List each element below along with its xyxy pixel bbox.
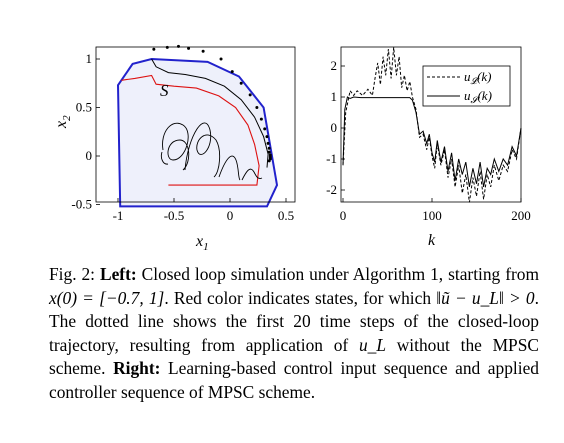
legend-label-u-S: u𝓢(k) (464, 88, 492, 105)
tick-label: -0.5 (71, 197, 92, 212)
tick-label: 0 (331, 120, 338, 135)
caption-text-1: Closed loop simulation under Algorithm 1… (136, 264, 540, 284)
dotted-trajectory-point (267, 146, 271, 150)
dotted-trajectory-point (176, 44, 180, 48)
caption-math-3: u_L (358, 334, 386, 355)
caption-left-label: Left: (99, 264, 137, 284)
dotted-trajectory-point (219, 57, 223, 61)
tick-label: 0.5 (278, 208, 294, 223)
right-x-axis-label: k (428, 232, 436, 249)
dotted-trajectory-point (152, 47, 156, 51)
left-panel: -1 -0.5 0 0.5 -0.5 0 0.5 1 S x1 x2 (53, 44, 296, 253)
caption-text-3: . The dotted line shows the first 20 tim… (49, 287, 539, 355)
series-u-S-line (342, 96, 522, 187)
caption-math-2: ‖ũ − u_L‖ > 0 (436, 287, 535, 308)
tick-label: 1 (86, 51, 93, 66)
dotted-trajectory (152, 44, 272, 163)
figure-label: Fig. 2: (49, 264, 96, 284)
caption-right-label: Right: (113, 358, 161, 379)
tick-label: 0 (340, 208, 347, 223)
caption-math-1: x(0) = [−0.7, 1] (49, 287, 165, 308)
red-trajectory (121, 74, 260, 186)
right-x-ticks: 0 100 200 (340, 198, 531, 223)
legend: u𝓛(k) u𝓢(k) (422, 65, 511, 107)
dotted-trajectory-point (239, 81, 243, 85)
dotted-trajectory-point (265, 135, 269, 139)
tick-label: 0.5 (76, 100, 92, 115)
dotted-trajectory-point (259, 117, 263, 121)
closed-loop-trajectory (151, 58, 269, 168)
dotted-trajectory-point (263, 127, 267, 131)
tick-label: -1 (113, 208, 124, 223)
tick-label: -0.5 (164, 208, 185, 223)
legend-label-u-L: u𝓛(k) (464, 69, 491, 86)
dotted-trajectory-point (267, 150, 271, 154)
dotted-trajectory-point (201, 49, 205, 53)
tick-label: -2 (326, 182, 337, 197)
right-axes-box (340, 46, 522, 203)
tick-label: 0 (86, 148, 93, 163)
dotted-trajectory-point (255, 106, 259, 109)
trajectory-curls (160, 122, 263, 181)
dotted-trajectory-point (230, 70, 234, 74)
caption-text-4: without the MPSC scheme. (49, 334, 539, 379)
left-y-ticks: -0.5 0 0.5 1 (71, 51, 100, 212)
right-y-ticks: -2 -1 0 1 2 (326, 58, 345, 197)
left-x-ticks: -1 -0.5 0 0.5 (113, 198, 294, 223)
tick-label: -1 (326, 151, 337, 166)
tick-label: 200 (511, 208, 531, 223)
right-panel: 0 100 200 -2 -1 0 1 2 u𝓛(k) u𝓢(k) k (326, 46, 531, 249)
dotted-trajectory-point (267, 159, 271, 163)
caption-text-5: Learning-based control input sequence an… (49, 358, 539, 402)
tick-label: 0 (227, 208, 234, 223)
series-u-L-line (342, 47, 522, 203)
dotted-trajectory-point (266, 141, 270, 145)
left-x-axis-label: x1 (195, 233, 209, 253)
set-label: S (160, 81, 169, 100)
figure: -1 -0.5 0 0.5 -0.500.51 S x1 x2 0 100 200 -2-… (53, 44, 531, 253)
tick-label: 1 (331, 89, 338, 104)
left-axes-box (95, 46, 296, 203)
tick-label: 2 (331, 58, 338, 73)
dotted-trajectory-point (248, 93, 252, 97)
safe-set-region (116, 57, 279, 208)
figure-caption: Fig. 2: Left: Closed loop simulation und… (49, 263, 539, 405)
caption-text-2: . Red color indicates states, for which (164, 287, 437, 308)
dotted-trajectory-point (187, 46, 191, 50)
tick-label: 100 (422, 208, 442, 223)
left-y-axis-label: x2 (53, 115, 73, 129)
